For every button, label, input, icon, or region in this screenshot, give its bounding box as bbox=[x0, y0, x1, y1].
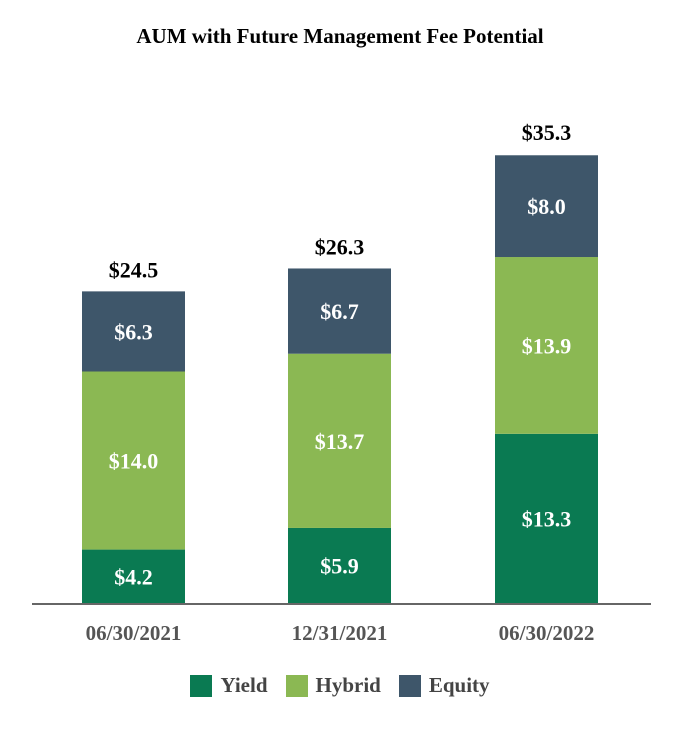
legend-item-equity: Equity bbox=[398, 673, 490, 698]
legend-item-hybrid: Hybrid bbox=[285, 673, 381, 698]
data-label-equity-2: $6.7 bbox=[320, 299, 359, 324]
data-label-equity-3: $8.0 bbox=[527, 194, 566, 219]
legend-label-yield: Yield bbox=[220, 673, 268, 697]
chart-title: AUM with Future Management Fee Potential bbox=[136, 24, 544, 48]
bar-equity-2 bbox=[288, 268, 391, 354]
bar-hybrid-2 bbox=[288, 353, 391, 528]
data-label-equity-1: $6.3 bbox=[114, 319, 153, 344]
bar-equity-3 bbox=[495, 155, 598, 258]
data-label-hybrid-1: $14.0 bbox=[109, 449, 159, 474]
legend-swatch-hybrid bbox=[285, 674, 308, 697]
legend: Yield Hybrid Equity bbox=[0, 673, 680, 698]
bar-hybrid-3 bbox=[495, 257, 598, 434]
bar-equity-1 bbox=[82, 291, 185, 372]
bar-yield-1 bbox=[82, 549, 185, 603]
data-label-yield-2: $5.9 bbox=[320, 553, 359, 578]
x-tick-label-1: 06/30/2021 bbox=[86, 621, 182, 645]
legend-swatch-equity bbox=[398, 674, 421, 697]
stacked-bar-chart: $4.2 $14.0 $6.3 $24.5 06/30/2021 $5.9 $13.7 $6.… bbox=[32, 120, 651, 645]
data-label-yield-3: $13.3 bbox=[522, 506, 572, 531]
legend-swatch-yield bbox=[190, 674, 213, 697]
total-label-1: $24.5 bbox=[109, 257, 159, 282]
legend-item-yield: Yield bbox=[190, 673, 268, 698]
legend-label-hybrid: Hybrid bbox=[315, 673, 381, 697]
data-label-yield-1: $4.2 bbox=[114, 564, 153, 589]
bar-yield-3 bbox=[495, 433, 598, 603]
bar-yield-2 bbox=[288, 527, 391, 603]
legend-label-equity: Equity bbox=[428, 673, 490, 697]
x-tick-label-2: 12/31/2021 bbox=[292, 621, 388, 645]
data-label-hybrid-2: $13.7 bbox=[315, 429, 365, 454]
total-label-3: $35.3 bbox=[522, 120, 572, 145]
total-label-2: $26.3 bbox=[315, 234, 365, 259]
bar-hybrid-1 bbox=[82, 371, 185, 550]
data-label-hybrid-3: $13.9 bbox=[522, 333, 572, 358]
x-tick-label-3: 06/30/2022 bbox=[499, 621, 595, 645]
